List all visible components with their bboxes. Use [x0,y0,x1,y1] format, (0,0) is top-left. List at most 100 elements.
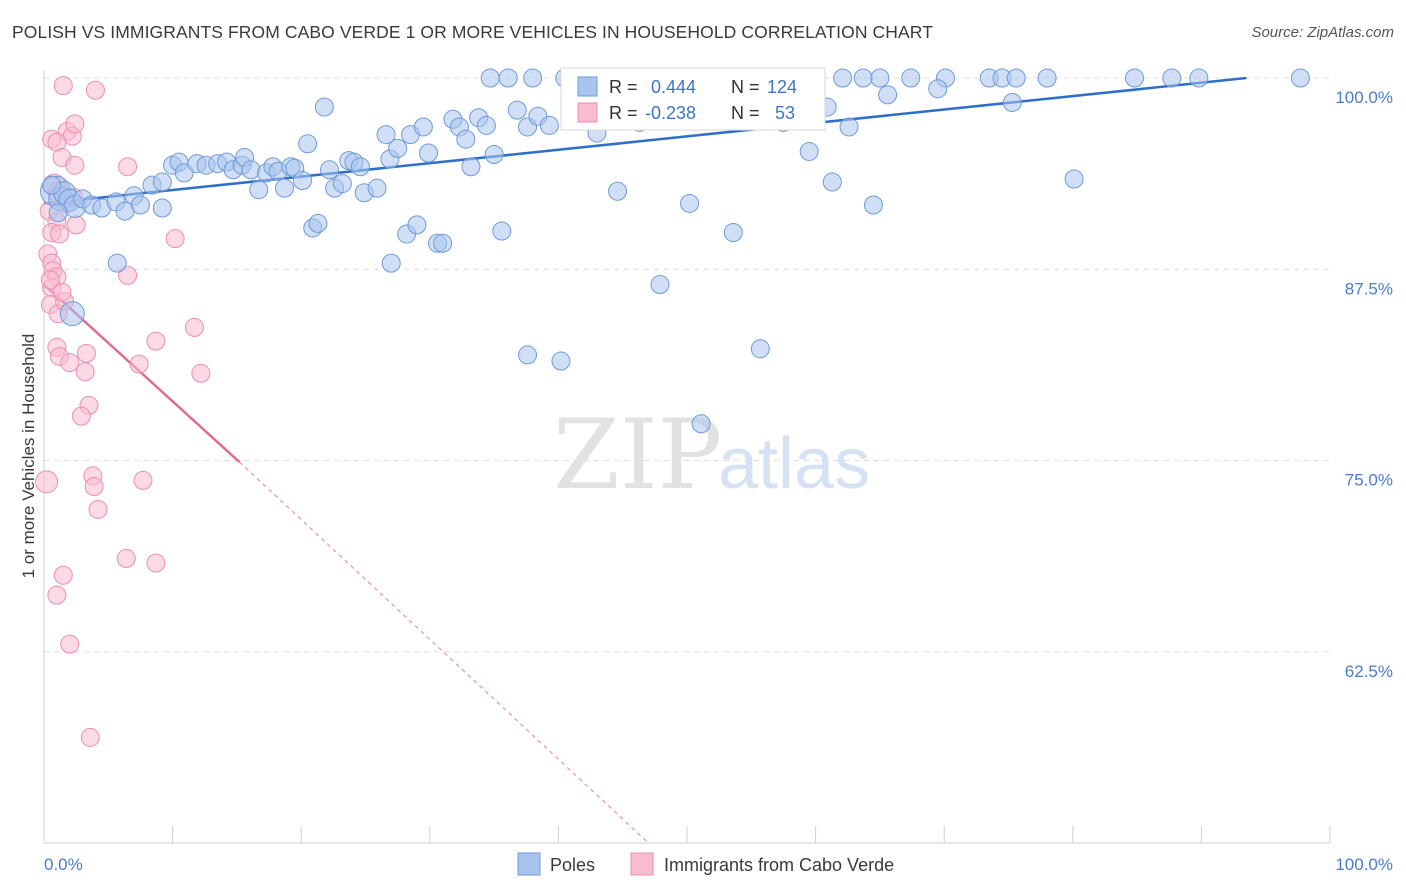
cabo-verde-point-0 [53,76,73,96]
poles-point-46 [376,125,396,145]
poles-point-67 [381,253,401,273]
poles-point-83 [870,68,890,88]
poles-point-40 [332,174,352,194]
stats-legend-box [560,67,826,131]
poles-point-123 [928,79,948,99]
poles-point-88 [1006,68,1026,88]
stats-r-value-cabo-verde: -0.238 [645,103,696,123]
cabo-verde-point-45 [116,548,136,568]
cabo-verde-trend-extension [239,461,649,844]
poles-point-58 [456,129,476,149]
grid-layer [44,77,1330,653]
poles-point-84 [901,68,921,88]
poles-point-107 [863,195,883,215]
poles-point-112 [551,351,571,371]
stats-swatch-cabo-verde [577,102,598,123]
poles-trend-line [43,76,1247,205]
poles-point-63 [492,221,512,241]
cabo-verde-point-8 [65,155,85,175]
cabo-verde-point-4 [65,114,85,134]
cabo-verde-point-16 [66,215,86,235]
cabo-verde-point-35 [75,362,95,382]
cabo-verde-point-30 [146,331,166,351]
cabo-verde-point-34 [60,353,80,373]
stats-n-label-cabo-verde: N = [731,103,760,123]
cabo-verde-point-46 [146,553,166,573]
poles-point-118 [48,203,68,223]
x-tick-labels: 0.0% 100.0% [44,855,1393,874]
poles-point-104 [680,193,700,213]
cabo-verde-point-47 [53,565,73,585]
poles-point-70 [523,68,543,88]
poles-point-33 [292,171,312,191]
cabo-verde-point-52 [52,282,72,302]
poles-point-106 [822,172,842,192]
poles-point-26 [249,180,269,200]
cabo-verde-point-49 [60,634,80,654]
legend-swatch-poles [517,852,541,876]
poles-point-102 [799,141,819,161]
stats-r-label-poles: R = [609,77,638,97]
poles-point-38 [319,160,339,180]
poles-point-53 [419,143,439,163]
poles-point-51 [407,215,427,235]
poles-point-109 [539,115,559,135]
y-tick-label-3: 100.0% [1335,88,1393,107]
cabo-verde-point-50 [80,727,100,747]
poles-point-37 [314,97,334,117]
poles-point-17 [174,163,194,183]
cabo-verde-point-29 [184,317,204,337]
poles-point-62 [484,145,504,164]
watermark: ZIP atlas [553,399,870,511]
stats-n-label-poles: N = [731,77,760,97]
poles-point-30 [274,178,294,198]
cabo-verde-point-39 [71,406,91,426]
poles-point-25 [241,160,261,180]
poles-point-91 [1162,68,1182,88]
y-tick-label-1: 75.0% [1345,471,1393,490]
poles-point-100 [1002,92,1022,112]
stats-n-value-poles: 124 [767,77,797,97]
poles-point-108 [1064,169,1084,189]
chart-title: POLISH VS IMMIGRANTS FROM CABO VERDE 1 O… [12,22,934,42]
poles-point-59 [461,157,481,177]
legend-label-cabo-verde: Immigrants from Cabo Verde [664,855,894,875]
cabo-verde-point-41 [84,477,104,497]
cabo-verde-point-44 [88,499,108,519]
x-tick-label-0: 0.0% [44,855,83,874]
poles-point-52 [413,117,433,137]
stats-n-value-cabo-verde: 53 [775,103,795,123]
cabo-verde-point-9 [118,157,138,177]
poles-point-13 [152,198,172,218]
y-tick-label-0: 62.5% [1345,662,1393,681]
poles-point-103 [608,181,628,201]
y-tick-labels: 62.5% 75.0% 87.5% 100.0% [1335,88,1393,681]
poles-point-68 [480,68,500,88]
poles-point-69 [498,68,518,88]
stats-r-value-poles: 0.444 [651,77,696,97]
cabo-verde-point-33 [76,343,96,363]
poles-point-45 [367,178,387,198]
stats-legend: R = 0.444 N = 124 R = -0.238 N = 53 [560,67,826,131]
cabo-verde-point-19 [165,229,185,249]
poles-point-61 [476,115,496,135]
poles-point-36 [308,213,328,233]
y-axis-label: 1 or more Vehicles in Household [19,334,38,579]
watermark-atlas: atlas [718,424,870,504]
poles-point-105 [723,223,743,243]
cabo-verde-point-43 [35,470,59,494]
cabo-verde-point-1 [85,80,105,100]
cabo-verde-point-42 [133,470,153,490]
poles-point-110 [650,275,670,295]
poles-point-98 [839,117,859,137]
poles-point-93 [1290,68,1310,88]
poles-point-111 [518,345,538,365]
poles-point-82 [853,68,873,88]
stats-r-label-cabo-verde: R = [609,103,638,123]
poles-point-117 [42,175,62,195]
poles-point-116 [59,301,85,327]
bottom-legend: Poles Immigrants from Cabo Verde [517,852,894,876]
poles-point-81 [833,68,853,88]
y-tick-label-2: 87.5% [1345,279,1393,298]
